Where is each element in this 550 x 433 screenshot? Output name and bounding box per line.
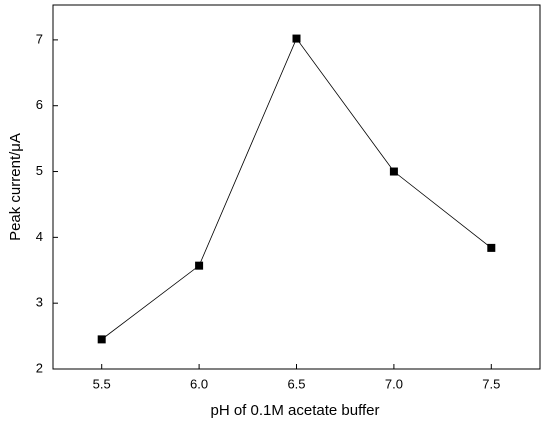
y-tick-label: 3 <box>36 295 43 310</box>
y-tick-label: 4 <box>36 229 43 244</box>
data-marker <box>195 261 204 270</box>
x-tick-label: 6.5 <box>287 376 305 391</box>
y-tick-label: 7 <box>36 31 43 46</box>
data-marker <box>292 34 301 43</box>
x-axis-title: pH of 0.1M acetate buffer <box>211 402 380 419</box>
plot-frame <box>52 4 541 370</box>
data-marker <box>97 335 106 344</box>
data-line <box>101 37 492 340</box>
x-tick-label: 7.0 <box>385 376 403 391</box>
y-tick-label: 5 <box>36 163 43 178</box>
x-tick-label: 5.5 <box>93 376 111 391</box>
x-tick-label: 7.5 <box>482 376 500 391</box>
y-tick-label: 2 <box>36 360 43 375</box>
data-marker <box>487 243 496 252</box>
x-tick-label: 6.0 <box>190 376 208 391</box>
y-axis-title: Peak current/μA <box>7 133 24 241</box>
data-marker <box>389 167 398 176</box>
y-tick-label: 6 <box>36 97 43 112</box>
